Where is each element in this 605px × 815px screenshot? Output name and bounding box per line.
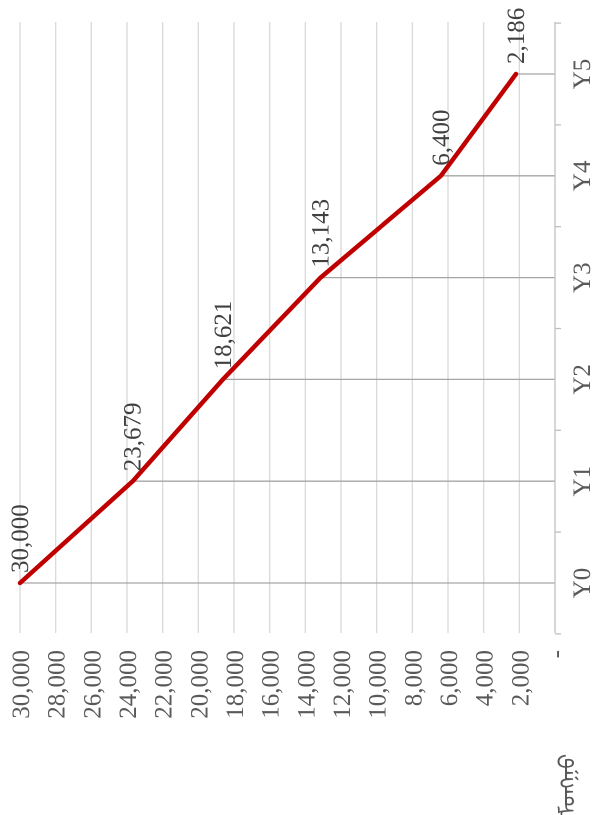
data-label: 18,621 bbox=[210, 301, 237, 370]
gridlines bbox=[19, 22, 555, 633]
value-tick-label: 20,000 bbox=[186, 650, 213, 719]
value-tick-label: - bbox=[543, 650, 570, 658]
value-tick-label: 8,000 bbox=[400, 650, 427, 706]
value-tick-label: 26,000 bbox=[79, 650, 106, 719]
category-tick-labels: Y0 Y1 Y2 Y3 Y4 Y5 bbox=[569, 59, 596, 599]
value-tick-label: 14,000 bbox=[293, 650, 320, 719]
value-tick-label: 16,000 bbox=[258, 650, 285, 719]
value-tick-label: 4,000 bbox=[472, 650, 499, 706]
value-tick-label: 18,000 bbox=[222, 650, 249, 719]
value-tick-label: 22,000 bbox=[151, 650, 178, 719]
data-labels: 30,000 23,679 18,621 13,143 6,400 2,186 bbox=[7, 8, 530, 573]
value-tick-label: 24,000 bbox=[115, 650, 142, 719]
data-label: 13,143 bbox=[308, 199, 335, 268]
value-tick-label: 2,000 bbox=[507, 650, 534, 706]
value-tick-label: 10,000 bbox=[365, 650, 392, 719]
data-label: 6,400 bbox=[428, 110, 455, 166]
category-tick-label: Y4 bbox=[569, 160, 596, 191]
value-tick-label: 30,000 bbox=[8, 650, 35, 719]
value-tick-labels: 30,000 28,000 26,000 24,000 22,000 20,000 18,0… bbox=[8, 650, 570, 719]
data-label: 30,000 bbox=[7, 504, 34, 573]
y-axis-title: ᠮᠤᠩᠭᠤ bbox=[555, 754, 580, 815]
category-tick-label: Y2 bbox=[569, 364, 596, 395]
value-tick-label: 12,000 bbox=[329, 650, 356, 719]
data-label: 2,186 bbox=[503, 8, 530, 64]
axes bbox=[554, 22, 561, 635]
category-tick-label: Y3 bbox=[569, 262, 596, 293]
category-tick-label: Y0 bbox=[569, 568, 596, 599]
category-tick-label: Y1 bbox=[569, 466, 596, 497]
data-label: 23,679 bbox=[120, 402, 147, 471]
value-tick-label: 28,000 bbox=[44, 650, 71, 719]
category-tick-label: Y5 bbox=[569, 59, 596, 90]
series bbox=[17, 71, 519, 586]
series-line bbox=[17, 71, 519, 586]
value-tick-label: 6,000 bbox=[436, 650, 463, 706]
